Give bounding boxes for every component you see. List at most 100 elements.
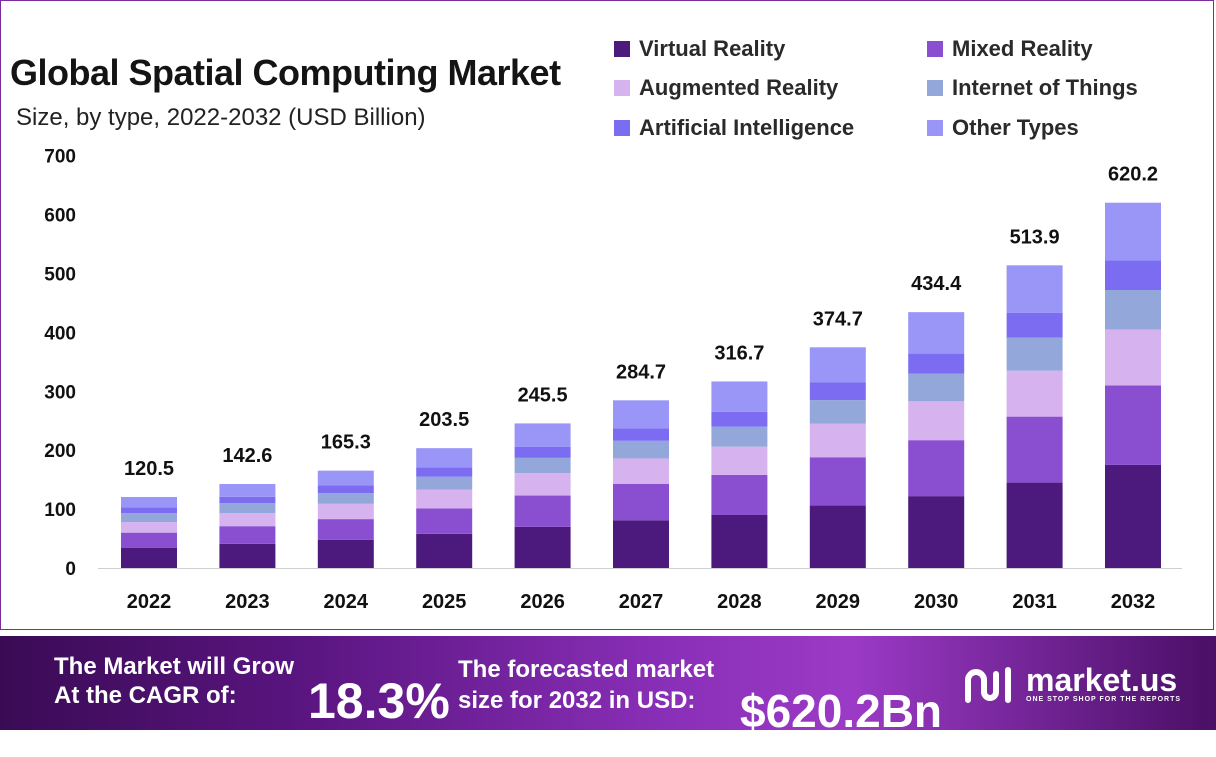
- brand-tagline: ONE STOP SHOP FOR THE REPORTS: [1026, 696, 1182, 703]
- legend-item-internet-of-things: Internet of Things: [927, 75, 1138, 101]
- y-tick-label: 600: [44, 206, 76, 227]
- bar-segment-mixed-reality: [514, 495, 571, 527]
- bar-segment-augmented-reality: [416, 489, 473, 509]
- bar-segment-mixed-reality: [121, 532, 177, 548]
- legend-item-other-types: Other Types: [927, 115, 1079, 141]
- bar-segment-internet-of-things: [219, 503, 276, 514]
- legend-item-mixed-reality: Mixed Reality: [927, 36, 1093, 62]
- legend: Virtual Reality Mixed Reality Augmented …: [614, 36, 1214, 146]
- y-tick-label: 200: [44, 441, 76, 462]
- bar-segment-virtual-reality: [416, 533, 473, 568]
- bar-segment-mixed-reality: [809, 457, 866, 506]
- bar-segment-artificial-intelligence: [219, 496, 276, 504]
- x-tick-label: 2029: [816, 591, 861, 613]
- legend-label: Other Types: [952, 115, 1079, 140]
- bar-total-label: 284.7: [616, 361, 666, 383]
- bar-total-label: 620.2: [1108, 164, 1158, 186]
- legend-label: Internet of Things: [952, 75, 1138, 100]
- banner-forecast-subheading: size for 2032 in USD:: [458, 687, 696, 714]
- legend-label: Virtual Reality: [639, 36, 786, 61]
- bar-segment-internet-of-things: [416, 476, 473, 490]
- bar-segment-mixed-reality: [613, 483, 669, 521]
- bar-segment-other-types: [1006, 265, 1063, 313]
- bar-segment-augmented-reality: [809, 423, 866, 458]
- legend-swatch: [614, 120, 630, 136]
- chart-frame: [0, 0, 1214, 630]
- legend-item-augmented-reality: Augmented Reality: [614, 75, 838, 101]
- bar-segment-virtual-reality: [613, 520, 669, 568]
- bar-segment-artificial-intelligence: [317, 485, 374, 494]
- x-tick-label: 2022: [127, 591, 172, 613]
- bar-total-label: 203.5: [419, 409, 469, 431]
- y-tick-label: 0: [65, 559, 76, 580]
- chart-title: Global Spatial Computing Market: [10, 52, 561, 93]
- bar-segment-virtual-reality: [908, 496, 965, 568]
- banner-forecast-value: $620.2Bn: [740, 685, 943, 737]
- bar-segment-artificial-intelligence: [121, 507, 177, 514]
- bar-segment-artificial-intelligence: [711, 411, 768, 427]
- bar-segment-virtual-reality: [514, 526, 571, 568]
- bar-segment-internet-of-things: [514, 457, 571, 474]
- x-tick-label: 2028: [717, 591, 762, 613]
- bar-segment-augmented-reality: [711, 446, 768, 475]
- bar-segment-internet-of-things: [317, 493, 374, 504]
- bar-segment-artificial-intelligence: [908, 353, 965, 374]
- bar-segment-augmented-reality: [317, 503, 374, 520]
- summary-banner: The Market will Grow At the CAGR of: 18.…: [0, 636, 1216, 737]
- bar-segment-virtual-reality: [317, 539, 374, 568]
- bar-segment-internet-of-things: [1006, 337, 1063, 371]
- bar-segment-other-types: [317, 470, 374, 486]
- banner-cagr-value: 18.3%: [308, 673, 450, 729]
- bar-segment-artificial-intelligence: [514, 446, 571, 458]
- y-tick-label: 700: [44, 147, 76, 168]
- bar-total-label: 120.5: [124, 458, 174, 480]
- bar-segment-other-types: [908, 312, 965, 354]
- bar-segment-artificial-intelligence: [809, 382, 866, 401]
- bar-segment-mixed-reality: [1006, 416, 1063, 483]
- bar-segment-other-types: [613, 400, 669, 429]
- bar-segment-augmented-reality: [219, 513, 276, 527]
- bar-segment-virtual-reality: [121, 547, 177, 568]
- bar-segment-other-types: [514, 423, 571, 447]
- bar-total-label: 245.5: [518, 384, 568, 406]
- chart-subtitle: Size, by type, 2022-2032 (USD Billion): [16, 104, 426, 131]
- legend-swatch: [614, 80, 630, 96]
- x-tick-label: 2031: [1012, 591, 1057, 613]
- bar-segment-other-types: [809, 347, 866, 383]
- bar-segment-internet-of-things: [121, 513, 177, 523]
- bar-segment-internet-of-things: [908, 373, 965, 402]
- bar-segment-mixed-reality: [1105, 385, 1161, 465]
- bar-total-label: 142.6: [222, 445, 272, 467]
- bar-segment-artificial-intelligence: [1105, 260, 1161, 290]
- y-tick-label: 100: [44, 500, 76, 521]
- banner-cagr-heading: The Market will Grow: [54, 653, 295, 680]
- bar-segment-mixed-reality: [416, 508, 473, 534]
- bar-segment-virtual-reality: [219, 543, 276, 568]
- bar-segment-artificial-intelligence: [1006, 312, 1063, 338]
- bar-segment-virtual-reality: [1006, 482, 1063, 568]
- x-tick-label: 2030: [914, 591, 959, 613]
- bar-segment-internet-of-things: [809, 400, 866, 424]
- bar-segment-augmented-reality: [1105, 329, 1161, 386]
- bar-total-label: 165.3: [321, 432, 371, 454]
- bar-segment-other-types: [711, 381, 768, 412]
- legend-swatch: [927, 80, 943, 96]
- banner-forecast-heading: The forecasted market: [458, 656, 715, 683]
- bar-segment-mixed-reality: [317, 519, 374, 540]
- legend-label: Augmented Reality: [639, 75, 839, 100]
- stacked-bar-chart: 0 100 200 300 400 500 600 700 120.5 2022 142.6 2023…: [44, 147, 1182, 613]
- bar-segment-mixed-reality: [219, 526, 276, 544]
- legend-swatch: [927, 41, 943, 57]
- bar-segment-mixed-reality: [711, 474, 768, 515]
- bar-segment-artificial-intelligence: [613, 428, 669, 441]
- bar-segment-virtual-reality: [1105, 464, 1161, 568]
- bar-segment-internet-of-things: [613, 440, 669, 459]
- bar-segment-other-types: [219, 484, 276, 497]
- x-tick-label: 2026: [520, 591, 565, 613]
- bar-total-label: 434.4: [911, 273, 962, 295]
- y-tick-label: 500: [44, 265, 76, 286]
- bar-segment-augmented-reality: [613, 458, 669, 484]
- bar-total-label: 374.7: [813, 308, 863, 330]
- bar-segment-virtual-reality: [711, 514, 768, 568]
- x-tick-label: 2024: [324, 591, 369, 613]
